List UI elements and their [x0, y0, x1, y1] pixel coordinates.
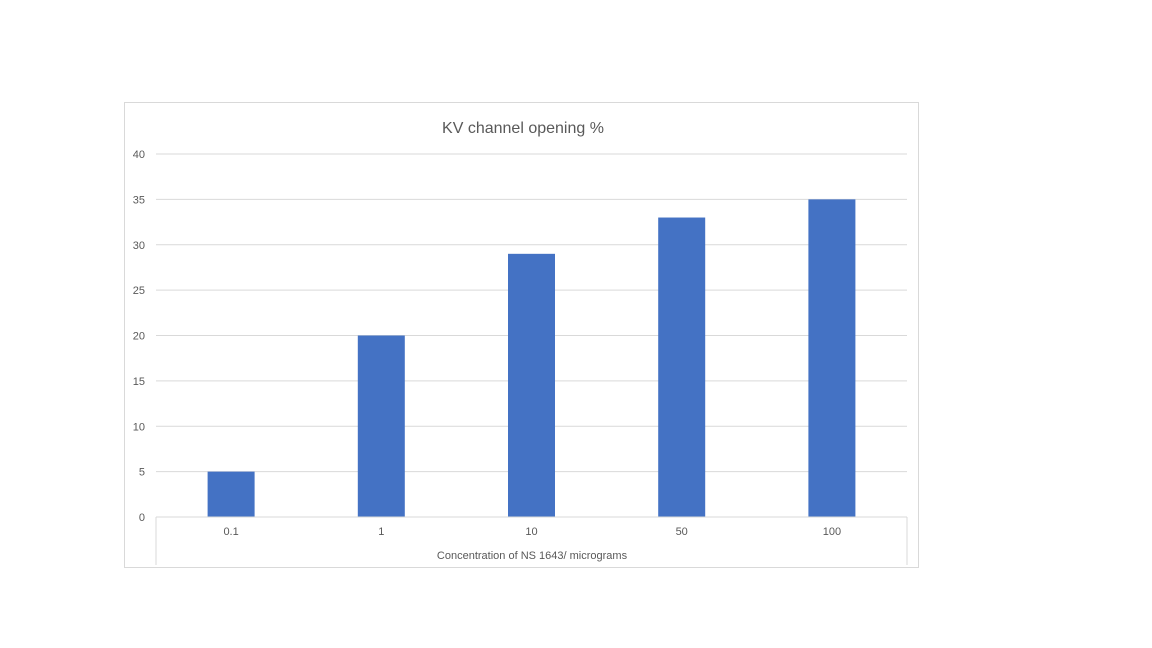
y-tick-label: 10	[133, 421, 145, 433]
x-tick-label: 1	[378, 526, 384, 538]
bar-chart: KV channel opening % 0 5 10 15 20 25 30 35 40 0.…	[133, 120, 908, 565]
chart-title: KV channel opening %	[442, 120, 604, 137]
y-tick-label: 40	[133, 149, 145, 161]
x-tick-label: 50	[676, 526, 688, 538]
y-axis-ticks: 0 5 10 15 20 25 30 35 40	[133, 149, 145, 524]
y-tick-label: 0	[139, 512, 145, 524]
x-tick-label: 0.1	[223, 526, 238, 538]
x-tick-label: 10	[525, 526, 537, 538]
y-tick-label: 35	[133, 194, 145, 206]
x-tick-label: 100	[823, 526, 841, 538]
bar-1	[357, 335, 405, 517]
y-tick-label: 20	[133, 331, 145, 343]
bars	[207, 199, 856, 517]
bar-0.1	[207, 471, 255, 517]
y-tick-label: 30	[133, 240, 145, 252]
bar-10	[508, 253, 555, 517]
bar-50	[658, 217, 706, 517]
x-axis-label: Concentration of NS 1643/ micrograms	[437, 550, 628, 562]
y-tick-label: 5	[139, 467, 145, 479]
x-axis-ticks: 0.1 1 10 50 100	[223, 526, 841, 538]
y-tick-label: 15	[133, 376, 145, 388]
bar-100	[808, 199, 856, 517]
y-tick-label: 25	[133, 285, 145, 297]
chart-frame: KV channel opening % 0 5 10 15 20 25 30 35 40 0.…	[124, 102, 919, 568]
